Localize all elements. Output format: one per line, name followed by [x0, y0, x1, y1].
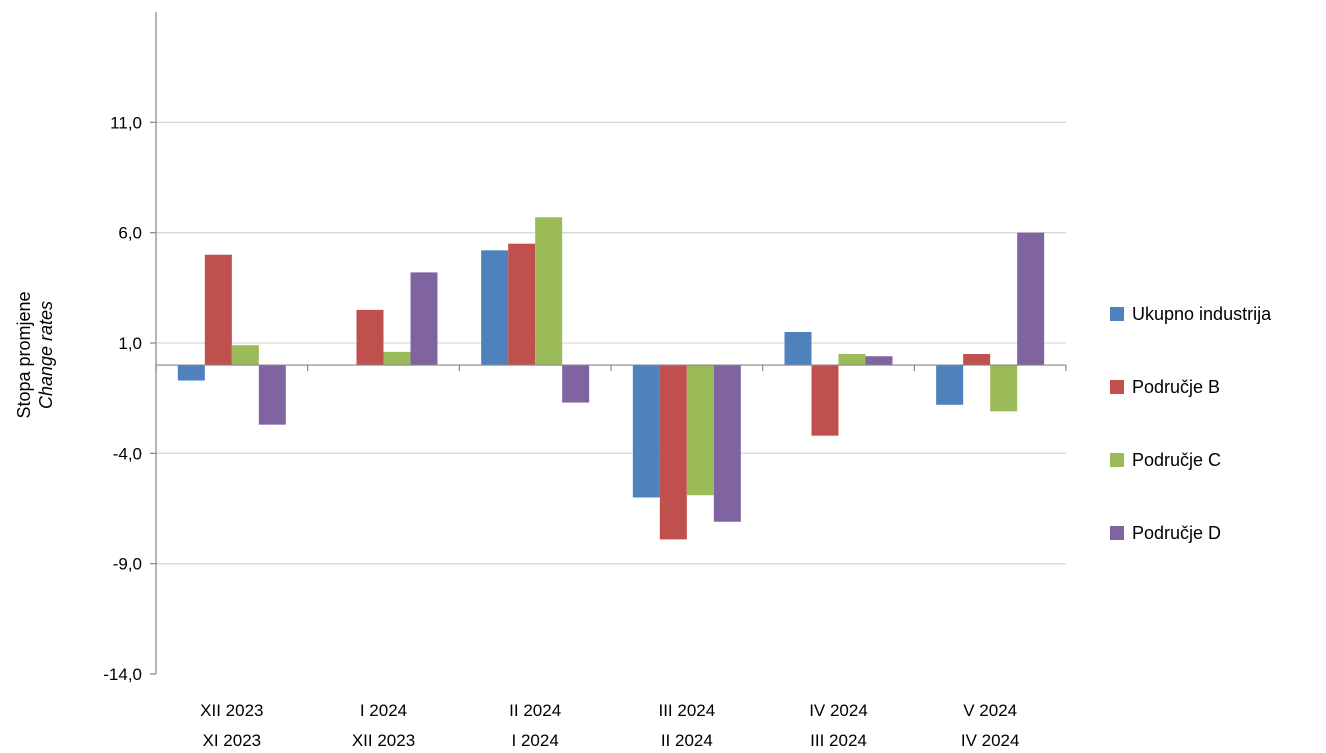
category-label-line2: IV 2024 [961, 731, 1020, 750]
bar-podru-je-c-5 [990, 365, 1018, 412]
bar-podru-je-d-1 [410, 272, 438, 366]
bar-podru-je-b-5 [963, 354, 991, 366]
category-label-line2: I 2024 [512, 731, 559, 750]
bar-ukupno-industrija-5 [936, 365, 964, 405]
bar-podru-je-b-3 [659, 365, 687, 540]
y-tick-label: 11,0 [110, 113, 142, 132]
bar-podru-je-b-1 [356, 309, 384, 366]
bar-podru-je-b-4 [811, 365, 839, 436]
bar-podru-je-d-5 [1017, 232, 1045, 366]
x-tick-marks [155, 365, 1067, 372]
legend-item-podrucje-b: Područje B [1110, 375, 1271, 399]
bar-podru-je-d-2 [562, 365, 590, 403]
bar-podru-je-b-2 [508, 243, 536, 366]
y-tick-label: -4,0 [113, 444, 142, 463]
y-tick-label: 6,0 [118, 224, 142, 243]
y-axis-label: Stopa promjene [14, 291, 34, 418]
category-label-line2: XII 2023 [352, 731, 415, 750]
category-label-line1: V 2024 [963, 701, 1017, 720]
y-axis-label-en: Change rates [36, 301, 56, 409]
bar-podru-je-c-3 [686, 365, 714, 496]
y-tick-labels: 11,0 6,0 1,0 -4,0 -9,0 -14,0 [103, 113, 142, 684]
legend-swatch-ukupno-industrija [1110, 307, 1124, 321]
legend-label-podrucje-b: Područje B [1132, 376, 1221, 397]
y-tick-label: -9,0 [113, 555, 142, 574]
bar-ukupno-industrija-4 [784, 331, 812, 366]
gridlines [150, 121, 1066, 675]
legend-label-podrucje-c: Područje C [1132, 449, 1222, 470]
category-label-line1: I 2024 [360, 701, 407, 720]
legend-item-podrucje-d: Područje D [1110, 521, 1271, 545]
category-label-line2: III 2024 [810, 731, 867, 750]
bar-ukupno-industrija-2 [481, 250, 509, 366]
bar-podru-je-d-3 [713, 365, 741, 522]
category-label-line1: IV 2024 [809, 701, 868, 720]
bars [177, 217, 1045, 540]
category-label-line1: XII 2023 [200, 701, 263, 720]
bar-podru-je-d-4 [865, 356, 893, 366]
y-tick-label: 1,0 [118, 334, 142, 353]
legend-item-ukupno-industrija: Ukupno industrija [1110, 302, 1271, 326]
legend-label-podrucje-d: Područje D [1132, 522, 1222, 543]
legend-label-ukupno-industrija: Ukupno industrija [1132, 303, 1272, 324]
legend-swatch-podrucje-b [1110, 380, 1124, 394]
legend-swatch-podrucje-c [1110, 453, 1124, 467]
bar-podru-je-c-2 [535, 217, 563, 366]
bar-ukupno-industrija-0 [177, 365, 205, 381]
legend-swatch-podrucje-d [1110, 526, 1124, 540]
y-axis-title: Stopa promjene Change rates [14, 291, 56, 418]
category-label-line2: II 2024 [661, 731, 713, 750]
category-label-line2: XI 2023 [203, 731, 262, 750]
bar-podru-je-b-0 [204, 254, 232, 366]
category-labels: XII 2023 XI 2023 I 2024 XII 2023 II 2024 I 20… [200, 701, 1019, 750]
bar-podru-je-d-0 [258, 365, 286, 425]
category-label-line1: II 2024 [509, 701, 561, 720]
legend: Ukupno industrija Područje B Područje C … [1110, 302, 1271, 594]
y-tick-label: -14,0 [103, 665, 142, 684]
bar-podru-je-c-1 [383, 351, 411, 366]
bar-ukupno-industrija-3 [632, 365, 660, 498]
bar-podru-je-c-4 [838, 354, 866, 366]
bar-podru-je-c-0 [231, 345, 259, 366]
legend-item-podrucje-c: Područje C [1110, 448, 1271, 472]
category-label-line1: III 2024 [658, 701, 715, 720]
